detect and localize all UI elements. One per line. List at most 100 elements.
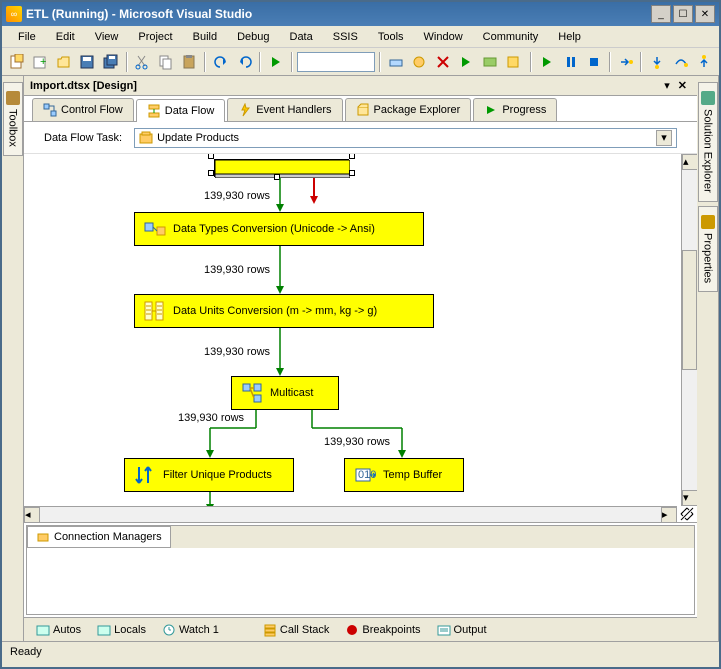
pin-button[interactable]: ▾ [660,79,674,92]
doc-close-button[interactable]: ✕ [674,79,691,92]
right-sidebar: Solution Explorer Properties [697,76,719,641]
convert-icon [143,217,167,241]
svg-text:+: + [40,56,46,68]
tab-control-flow[interactable]: Control Flow [32,98,134,121]
menu-project[interactable]: Project [130,29,180,45]
menu-build[interactable]: Build [185,29,225,45]
tab-breakpoints[interactable]: Breakpoints [341,621,424,639]
package-icon [356,103,370,117]
cmgr-title: Connection Managers [54,531,162,543]
new-project-button[interactable] [6,51,28,73]
debug-stepout-button[interactable] [693,51,715,73]
dataflow-canvas[interactable]: 139,930 rows 139,930 rows 139,930 rows 1… [24,154,697,523]
tab-package-explorer[interactable]: Package Explorer [345,98,472,121]
start-button[interactable] [265,51,287,73]
tab-label: Call Stack [280,624,330,636]
locals-icon [97,623,111,637]
paste-button[interactable] [179,51,201,73]
menu-debug[interactable]: Debug [229,29,277,45]
progress-icon [484,103,498,117]
row-count-3: 139,930 rows [204,346,270,358]
row-count-4: 139,930 rows [178,412,244,424]
tab-watch[interactable]: Watch 1 [158,621,223,639]
units-icon [143,299,167,323]
menubar: File Edit View Project Build Debug Data … [2,26,719,48]
tab-locals[interactable]: Locals [93,621,150,639]
toolbox-icon [6,91,20,105]
copy-button[interactable] [155,51,177,73]
tab-label: Package Explorer [374,104,461,116]
tool-4-button[interactable] [456,51,478,73]
node-label: Multicast [270,387,313,399]
data-flow-icon [147,104,161,118]
buffer-icon: 010 [353,463,377,487]
tab-autos[interactable]: Autos [32,621,85,639]
control-flow-icon [43,103,57,117]
tab-progress[interactable]: Progress [473,98,557,121]
maximize-button[interactable]: ☐ [673,5,693,23]
vertical-scrollbar[interactable]: ▴▾ [681,154,697,506]
toolbar: + [2,48,719,76]
tab-label: Locals [114,624,146,636]
node-multicast[interactable]: Multicast [231,376,339,410]
statusbar: Ready [2,641,719,661]
tool-2-button[interactable] [409,51,431,73]
debug-step-button[interactable] [615,51,637,73]
tab-label: Breakpoints [362,624,420,636]
solution-label: Solution Explorer [702,109,714,193]
task-dropdown[interactable]: Update Products ▾ [134,128,677,148]
tool-5-button[interactable] [479,51,501,73]
properties-icon [701,215,715,229]
redo-button[interactable] [234,51,256,73]
debug-stepover-button[interactable] [670,51,692,73]
debug-pause-button[interactable] [560,51,582,73]
tab-output[interactable]: Output [433,621,491,639]
menu-ssis[interactable]: SSIS [325,29,366,45]
save-all-button[interactable] [100,51,122,73]
tool-3-button[interactable] [432,51,454,73]
node-temp-buffer[interactable]: 010 Temp Buffer [344,458,464,492]
menu-file[interactable]: File [10,29,44,45]
menu-help[interactable]: Help [550,29,589,45]
menu-data[interactable]: Data [282,29,321,45]
filter-icon [133,463,157,487]
tab-event-handlers[interactable]: Event Handlers [227,98,342,121]
window-title: ETL (Running) - Microsoft Visual Studio [26,7,651,21]
undo-button[interactable] [210,51,232,73]
menu-community[interactable]: Community [475,29,547,45]
debug-start-button[interactable] [536,51,558,73]
horizontal-scrollbar[interactable]: ◂▸ [24,506,677,522]
tool-6-button[interactable] [503,51,525,73]
debug-stop-button[interactable] [583,51,605,73]
solution-icon [701,91,715,105]
solution-explorer-tab[interactable]: Solution Explorer [698,82,718,202]
tool-1-button[interactable] [385,51,407,73]
toolbox-label: Toolbox [7,109,19,147]
add-item-button[interactable]: + [30,51,52,73]
menu-edit[interactable]: Edit [48,29,83,45]
menu-view[interactable]: View [87,29,127,45]
menu-tools[interactable]: Tools [370,29,412,45]
open-button[interactable] [53,51,75,73]
menu-window[interactable]: Window [416,29,471,45]
resize-corner[interactable] [677,506,697,522]
properties-label: Properties [702,233,714,283]
toolbox-tab[interactable]: Toolbox [3,82,23,156]
save-button[interactable] [77,51,99,73]
debug-stepinto-button[interactable] [646,51,668,73]
close-button[interactable]: ✕ [695,5,715,23]
tab-callstack[interactable]: Call Stack [259,621,334,639]
connection-managers-tab[interactable]: Connection Managers [27,526,171,548]
tab-label: Watch 1 [179,624,219,636]
node-data-units[interactable]: Data Units Conversion (m -> mm, kg -> g) [134,294,434,328]
minimize-button[interactable]: _ [651,5,671,23]
app-icon: ∞ [6,6,22,22]
cut-button[interactable] [132,51,154,73]
tab-data-flow[interactable]: Data Flow [136,99,226,122]
node-data-types[interactable]: Data Types Conversion (Unicode -> Ansi) [134,212,424,246]
config-dropdown[interactable] [297,52,375,72]
node-filter[interactable]: Filter Unique Products [124,458,294,492]
status-text: Ready [10,646,42,658]
properties-tab[interactable]: Properties [698,206,718,292]
task-label: Data Flow Task: [44,132,122,144]
